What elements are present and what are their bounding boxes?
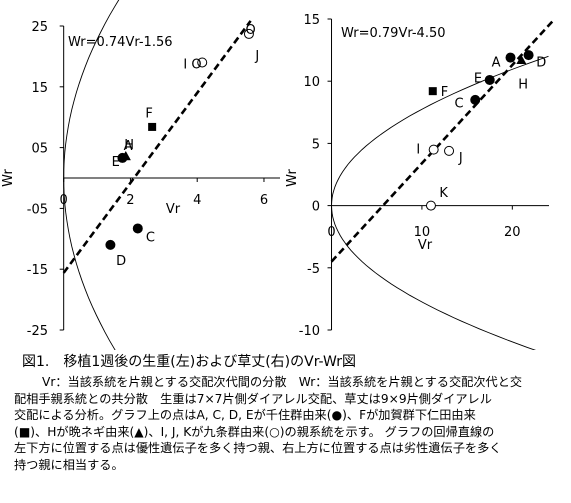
y-tick-label: 25 <box>31 20 48 35</box>
caption-body: Vr：当該系統を片親とする交配次代間の分散 Wr：当該系統を片親とする交配次代と… <box>14 374 566 474</box>
point-j <box>243 28 254 39</box>
y-tick-label: -25 <box>27 324 48 339</box>
y-tick-label: 15 <box>303 13 320 28</box>
point-label: D <box>116 254 126 269</box>
point-h <box>516 55 527 65</box>
point-label: F <box>145 106 152 121</box>
point-label: F <box>441 85 448 100</box>
point-label: H <box>124 138 134 153</box>
point-f <box>148 122 157 131</box>
caption-line: 交配による分析。グラフ上の点はA, C, D, Eが千住群由来(●)、Fが加賀群… <box>14 408 476 423</box>
point-label: A <box>492 55 501 70</box>
limiting-parabola <box>63 0 120 350</box>
point-label: E <box>474 71 482 86</box>
y-tick-label: 0 <box>312 200 320 215</box>
caption-line: 配相手親系統との共分散 生重は7×7片側ダイアレル交配、草丈は9×9片側ダイアレ… <box>14 391 492 406</box>
point-d <box>105 239 116 250</box>
x-tick-label: 20 <box>504 225 521 240</box>
point-i <box>428 144 439 155</box>
y-tick-label: -15 <box>27 263 48 278</box>
y-tick-label: 05 <box>31 142 48 157</box>
regression-equation: Wr=0.74Vr-1.56 <box>68 35 173 50</box>
point-label: D <box>536 55 546 70</box>
caption-line: (■)、Hが晩ネギ由来(▲)、I, J, Kが九条群由来(○)の親系統を示す。 … <box>14 424 495 439</box>
right-panel-vr-wr-chart: -10 -5 0 5 10 15 0 10 20 Vr Wr Wr=0.79Vr-4.50 A D E H CF… <box>285 13 554 350</box>
point-a <box>505 52 516 63</box>
point-label: O <box>246 23 256 38</box>
point-label: E <box>112 155 120 170</box>
point-d <box>523 50 534 61</box>
point-label: I <box>416 142 420 157</box>
regression-line <box>62 20 252 274</box>
x-tick-label: 4 <box>193 193 201 208</box>
y-tick-label: 15 <box>31 81 48 96</box>
point-f <box>428 87 437 96</box>
point-label: I O <box>183 58 201 73</box>
point-label: H <box>518 78 528 93</box>
x-tick-label: 10 <box>414 225 431 240</box>
point-label: J <box>254 49 259 64</box>
x-tick-label: 2 <box>126 193 134 208</box>
point-o <box>197 57 208 68</box>
point-label: C <box>454 96 463 111</box>
y-tick-label: -5 <box>307 262 320 277</box>
left-panel-vr-wr-chart: -25 -15 -05 05 15 25 0 2 4 6 Vr Wr Wr=0.74Vr-1.56 EAH… <box>1 0 280 350</box>
y-tick-label: 5 <box>312 137 320 152</box>
y-tick-label: -05 <box>27 202 48 217</box>
point-label: C <box>146 230 155 245</box>
point-c <box>470 94 481 105</box>
caption-line: Vr：当該系統を片親とする交配次代間の分散 Wr：当該系統を片親とする交配次代と… <box>42 375 523 389</box>
point-h <box>120 151 131 161</box>
point-label: J <box>458 151 463 166</box>
x-axis-label: Vr <box>418 238 433 253</box>
point-k <box>425 200 436 211</box>
regression-equation: Wr=0.79Vr-4.50 <box>341 26 446 41</box>
x-tick-label: 6 <box>260 193 268 208</box>
x-axis-label: Vr <box>166 202 181 217</box>
point-e <box>484 74 495 85</box>
y-tick-label: 10 <box>303 75 320 90</box>
caption-line: 持つ親に相当する。 <box>14 457 124 472</box>
point-label: K <box>439 186 448 201</box>
point-c <box>132 223 143 234</box>
point-label: A <box>124 139 133 154</box>
point-j <box>444 145 455 156</box>
y-tick-label: -10 <box>299 324 320 339</box>
y-axis-label: Wr <box>285 169 300 187</box>
y-axis-label: Wr <box>1 169 16 187</box>
limiting-parabola <box>331 55 549 350</box>
caption-title: 図1. 移植1週後の生重(左)および草丈(右)のVr-Wr図 <box>22 354 357 370</box>
caption-line: 左下方に位置する点は優性遺伝子を多く持つ親、右上方に位置する点は劣性遺伝子を多く <box>14 441 502 456</box>
x-tick-label: 0 <box>327 225 335 240</box>
figure-caption: 図1. 移植1週後の生重(左)および草丈(右)のVr-Wr図 Vr：当該系統を片… <box>14 352 566 474</box>
x-tick-label: 0 <box>60 193 68 208</box>
